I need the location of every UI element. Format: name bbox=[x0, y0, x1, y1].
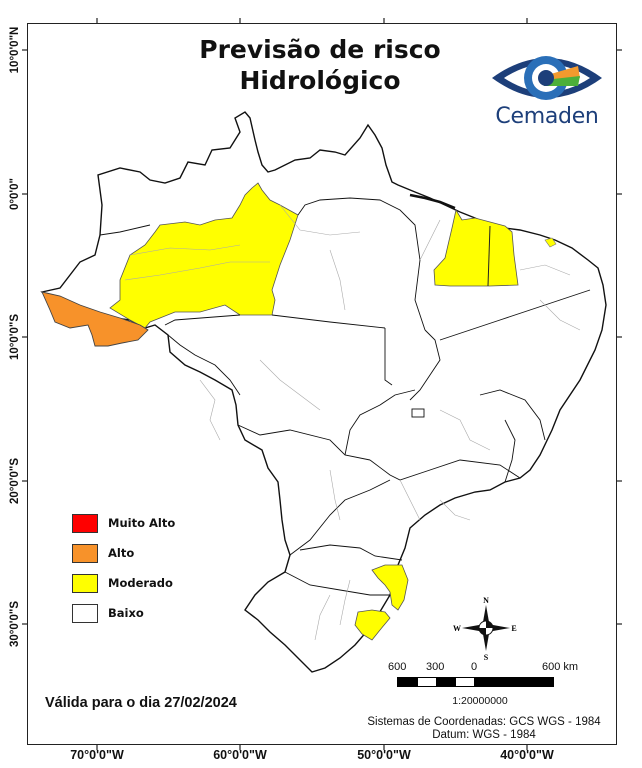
compass-s: S bbox=[484, 653, 489, 662]
cemaden-logo: Cemaden bbox=[482, 48, 612, 136]
legend-label: Baixo bbox=[108, 606, 144, 620]
scale-labels: 600 300 0 600 km bbox=[380, 661, 590, 677]
legend: Muito Alto Alto Moderado Baixo bbox=[72, 508, 175, 628]
compass-n: N bbox=[483, 596, 489, 605]
lat-label-30s: 30°0'0"S bbox=[9, 600, 21, 648]
legend-item-alto: Alto bbox=[72, 538, 175, 568]
legend-label: Moderado bbox=[108, 576, 173, 590]
legend-swatch-yellow bbox=[72, 573, 98, 593]
lon-label-60w: 60°0'0"W bbox=[213, 748, 267, 762]
title-line-2: Hidrológico bbox=[239, 66, 401, 95]
lon-label-50w: 50°0'0"W bbox=[357, 748, 411, 762]
risk-area-santa-catarina-moderado bbox=[371, 564, 409, 611]
legend-label: Alto bbox=[108, 546, 135, 560]
risk-area-acre-alto bbox=[41, 291, 149, 347]
legend-item-muito-alto: Muito Alto bbox=[72, 508, 175, 538]
lat-label-10s: 10°0'0"S bbox=[9, 313, 21, 361]
legend-item-baixo: Baixo bbox=[72, 598, 175, 628]
scale-label-600-left: 600 bbox=[388, 661, 407, 673]
lon-label-40w: 40°0'0"W bbox=[500, 748, 554, 762]
risk-area-ceara-moderado bbox=[544, 237, 557, 248]
legend-swatch-orange bbox=[72, 543, 98, 563]
compass-w: W bbox=[453, 624, 461, 633]
legend-swatch-red bbox=[72, 513, 98, 533]
scale-label-600-km: 600 km bbox=[542, 661, 579, 673]
lon-label-70w: 70°0'0"W bbox=[70, 748, 124, 762]
axis-ticks bbox=[22, 18, 622, 750]
north-arrow-compass-icon: N S W E bbox=[453, 596, 517, 662]
scale-ratio: 1:20000000 bbox=[452, 695, 508, 707]
lat-label-20s: 20°0'0"S bbox=[9, 457, 21, 505]
risk-area-rio-grande-do-sul-moderado bbox=[354, 609, 391, 641]
compass-e: E bbox=[511, 624, 516, 633]
legend-item-moderado: Moderado bbox=[72, 568, 175, 598]
scale-label-300: 300 bbox=[426, 661, 445, 673]
legend-label: Muito Alto bbox=[108, 516, 176, 530]
coordinate-system-line: Sistemas de Coordenadas: GCS WGS - 1984 bbox=[367, 716, 601, 728]
state-borders bbox=[99, 197, 591, 596]
coastline-para bbox=[409, 193, 456, 210]
scale-bar bbox=[397, 677, 554, 687]
lat-label-0: 0°0'0" bbox=[9, 178, 21, 210]
title-line-1: Previsão de risco bbox=[199, 35, 441, 64]
logo-text: Cemaden bbox=[495, 104, 599, 129]
datum-line: Datum: WGS - 1984 bbox=[432, 729, 536, 741]
validity-date: Válida para o dia 27/02/2024 bbox=[45, 695, 237, 711]
eye-logo-icon bbox=[492, 56, 602, 100]
coordinate-system: Sistemas de Coordenadas: GCS WGS - 1984 … bbox=[348, 716, 620, 742]
lat-label-10n: 10°0'0"N bbox=[9, 26, 21, 74]
state-border bbox=[487, 225, 491, 287]
legend-swatch-white bbox=[72, 603, 98, 623]
map-title: Previsão de risco Hidrológico bbox=[150, 34, 490, 96]
federal-district bbox=[411, 408, 425, 418]
scale-label-0: 0 bbox=[471, 661, 478, 673]
risk-area-maranhao-piaui-moderado bbox=[433, 208, 519, 287]
region-borders bbox=[124, 204, 581, 641]
